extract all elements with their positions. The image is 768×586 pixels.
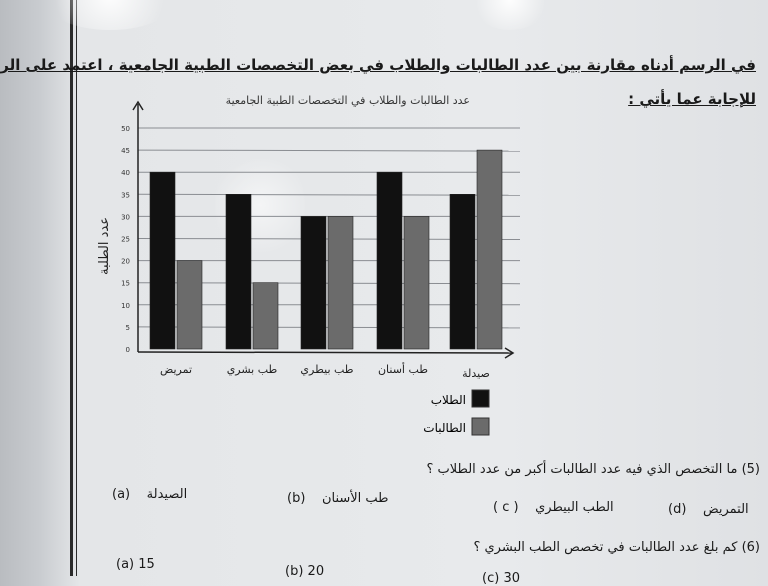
x-tick-label: تمريض (160, 363, 192, 376)
y-tick-label: 50 (121, 125, 130, 133)
q5-option-c[interactable]: ( c ) الطب البيطري (493, 500, 614, 515)
option-label: (a) (112, 487, 131, 502)
y-tick-label: 40 (121, 169, 130, 177)
bar-females-2 (327, 216, 354, 350)
bar-males-4 (449, 194, 476, 350)
y-tick-label: 0 (126, 346, 130, 354)
q5-option-b[interactable]: (b) طب الأسنان (287, 491, 389, 506)
bar-males-1 (225, 194, 252, 350)
x-tick-label: صيدلة (462, 367, 490, 380)
y-axis-arrow (132, 100, 144, 111)
option-text: الطب البيطري (535, 500, 614, 515)
y-tick-label: 5 (126, 324, 130, 332)
option-text: 15 (138, 557, 155, 572)
bar-females-4 (476, 149, 503, 350)
page-margin-line (70, 0, 73, 576)
option-label: (c) (482, 571, 500, 586)
option-label: (b) (285, 564, 304, 579)
legend-swatch-females (471, 417, 490, 436)
option-text: 20 (307, 564, 325, 579)
x-tick-label: طب بشري (227, 363, 278, 376)
x-tick-label: طب أسنان (378, 362, 428, 376)
option-label: (b) (287, 491, 306, 506)
q5-option-a[interactable]: (a) الصيدلة (112, 487, 187, 502)
question-5: (5) ما التخصص الذي فيه عدد الطالبات أكبر… (426, 462, 760, 477)
x-axis-arrow (504, 347, 515, 359)
chart-title: عدد الطالبات والطلاب في التخصصات الطبية … (226, 94, 470, 107)
instruction-line-2: للإجابة عما يأتي : (628, 90, 756, 108)
y-tick-label: 15 (121, 280, 130, 288)
option-text: الصيدلة (146, 487, 188, 502)
option-text: التمريض (702, 502, 749, 517)
bar-males-0 (149, 171, 176, 350)
question-6: (6) كم بلغ عدد الطالبات في تخصص الطب الب… (473, 540, 760, 555)
legend-label-females: الطالبات (423, 421, 466, 435)
bar-females-0 (176, 260, 203, 350)
legend-swatch-males (471, 389, 490, 408)
option-text: 30 (503, 571, 520, 586)
legend-label-males: الطلاب (431, 393, 466, 407)
y-tick-label: 25 (121, 236, 130, 244)
y-tick-label: 30 (121, 213, 130, 221)
y-tick-label: 10 (121, 302, 130, 310)
bar-females-1 (252, 282, 279, 350)
y-tick-label: 35 (121, 191, 130, 199)
bar-females-3 (403, 216, 430, 350)
y-axis-label: عدد الطلبة (97, 217, 112, 275)
option-text: طب الأسنان (321, 491, 389, 506)
gridline (137, 149, 521, 152)
x-tick-label: طب بيطري (300, 363, 353, 376)
q6-option-b[interactable]: (b) 20 (285, 564, 324, 579)
option-label: ( c ) (493, 500, 519, 515)
option-label: (a) (116, 557, 135, 572)
q5-option-d[interactable]: (d) التمريض (668, 502, 749, 517)
option-label: (d) (668, 502, 687, 517)
q6-option-c[interactable]: (c) 30 (482, 571, 520, 586)
bar-males-2 (300, 216, 327, 350)
instruction-line-1: في الرسم أدناه مقارنة بين عدد الطالبات و… (0, 56, 756, 74)
bar-males-3 (376, 171, 403, 350)
y-tick-label: 45 (121, 147, 130, 155)
page-margin-line-inner (76, 0, 77, 576)
q6-option-a[interactable]: (a) 15 (116, 557, 155, 572)
y-tick-label: 20 (121, 258, 130, 266)
x-axis (137, 351, 513, 354)
